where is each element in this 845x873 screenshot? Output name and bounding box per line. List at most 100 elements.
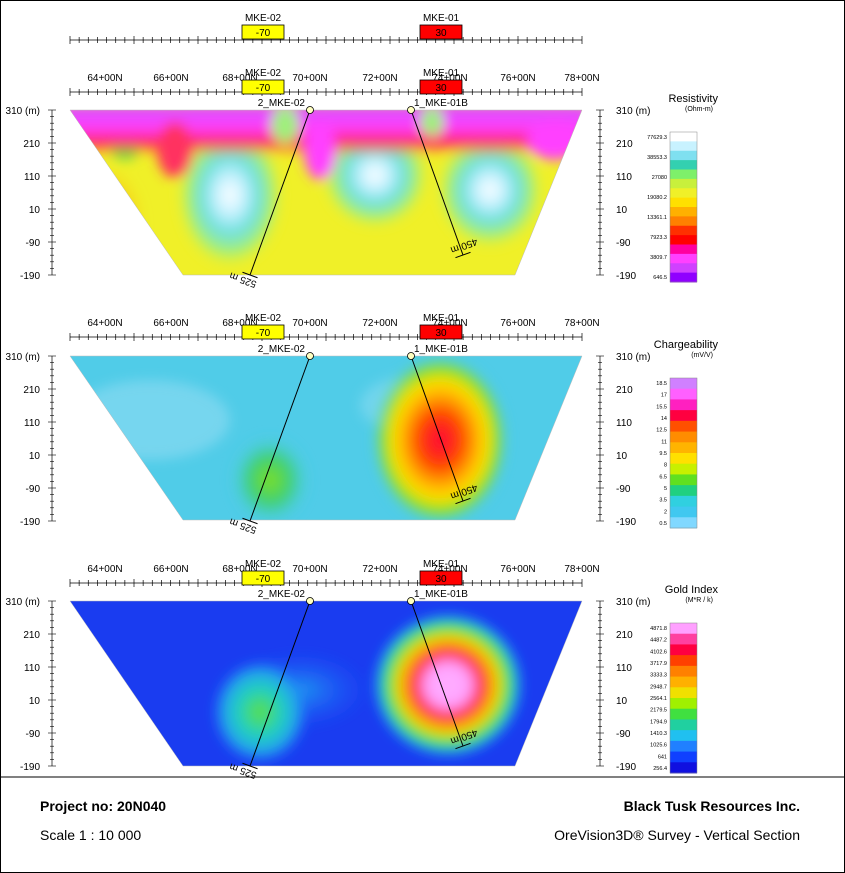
x-tick-label: 66+00N (153, 73, 188, 84)
marker-mke-01: MKE-01 30 (419, 559, 463, 586)
gold-index-section (70, 601, 582, 766)
y-tick-label: 310 (m) (6, 597, 40, 608)
legend-swatch (670, 378, 697, 390)
legend-swatch (670, 698, 697, 710)
legend-swatch (670, 169, 697, 180)
y-tick-label: -190 (20, 517, 40, 528)
collar-marker (306, 597, 314, 605)
legend-value: 2948.7 (650, 684, 667, 690)
legend-swatch (670, 178, 697, 189)
collar-marker (407, 597, 415, 605)
y-tick-label: 10 (29, 205, 41, 216)
legend-value: 4487.2 (650, 638, 667, 644)
marker-value: 30 (435, 83, 447, 94)
marker-mke-02: MKE-02 -70 (241, 13, 285, 40)
legend-swatch (670, 633, 697, 645)
y-tick-label: 10 (29, 451, 41, 462)
legend-value: 9.5 (659, 451, 667, 457)
legend-swatch (670, 263, 697, 274)
legend-value: 4871.8 (650, 626, 667, 632)
y-tick-label: 10 (29, 696, 41, 707)
legend-swatch (670, 762, 697, 774)
marker-mke-01: MKE-01 30 (419, 13, 463, 40)
x-tick-label: 74+00N (432, 73, 467, 84)
marker-mke-01: MKE-01 30 (419, 68, 463, 95)
top-tick-ruler (69, 36, 583, 44)
legend-swatch (670, 485, 697, 497)
legend-swatch (670, 676, 697, 688)
y-tick-label: 210 (616, 630, 633, 641)
y-tick-label: -90 (616, 729, 631, 740)
chargeability-section (70, 356, 582, 520)
legend-swatch (670, 150, 697, 161)
legend-title: Chargeability (654, 339, 719, 351)
marker-value: -70 (256, 28, 271, 39)
legend-swatch (670, 216, 697, 227)
x-tick-label: 66+00N (153, 318, 188, 329)
x-tick-label: 78+00N (564, 318, 599, 329)
survey-title: OreVision3D® Survey - Vertical Section (554, 827, 800, 843)
y-axis-right: 310 (m) 210 110 10 -90 -190 (596, 106, 650, 282)
y-tick-label: -190 (616, 271, 636, 282)
x-tick-label: 78+00N (564, 564, 599, 575)
hole-name: 1_MKE-01B (414, 344, 468, 355)
legend-swatch (670, 453, 697, 465)
x-tick-label: 70+00N (292, 318, 327, 329)
hole-name: 1_MKE-01B (414, 98, 468, 109)
x-tick-label: 72+00N (362, 564, 397, 575)
legend-swatch (670, 132, 697, 142)
x-tick-label: 64+00N (87, 564, 122, 575)
legend-value: 641 (658, 754, 667, 760)
legend-value: 38553.3 (647, 155, 667, 161)
x-tick-label: 76+00N (500, 318, 535, 329)
marker-label: MKE-02 (245, 13, 282, 24)
legend-title: Resistivity (668, 93, 718, 105)
marker-box (241, 324, 285, 340)
y-tick-label: 310 (m) (6, 106, 40, 117)
y-tick-label: 110 (24, 418, 40, 429)
legend-swatch (670, 207, 697, 217)
marker-value: 30 (435, 28, 447, 39)
marker-label: MKE-01 (423, 559, 460, 570)
legend-value: 12.5 (656, 428, 667, 434)
x-tick-label: 68+00N (222, 73, 257, 84)
collar-marker (306, 352, 314, 360)
y-tick-label: 210 (616, 385, 633, 396)
marker-mke-02: MKE-02 -70 (241, 68, 285, 95)
legend-value: 646.5 (653, 275, 667, 281)
y-tick-label: 10 (616, 451, 628, 462)
legend-swatch (670, 244, 697, 255)
y-tick-label: 110 (616, 663, 632, 674)
scale-label: Scale 1 : 10 000 (40, 827, 141, 843)
marker-label: MKE-02 (245, 68, 282, 79)
y-tick-label: 210 (23, 139, 40, 150)
y-tick-label: -190 (616, 517, 636, 528)
x-tick-label: 64+00N (87, 318, 122, 329)
marker-value: -70 (256, 328, 271, 339)
legend-value: 14 (661, 416, 667, 422)
collar-marker (407, 106, 415, 114)
legend-swatch (670, 751, 697, 763)
x-tick-label: 76+00N (500, 73, 535, 84)
resistivity-section (70, 110, 582, 275)
legend-title: Gold Index (665, 584, 719, 596)
x-tick-label: 68+00N (222, 318, 257, 329)
legend-value: 19080.2 (647, 195, 667, 201)
legend-swatch (670, 160, 697, 170)
y-axis-right: 310 (m) 210 110 10 -90 -190 (596, 352, 650, 528)
legend-value: 256.4 (653, 766, 667, 772)
collar-marker (306, 106, 314, 114)
legend-unit: (Ohm-m) (685, 106, 713, 113)
y-tick-label: 310 (m) (616, 352, 650, 363)
legend-resistivity: Resistivity(Ohm-m) 77629.3 38553.3 27080 190… (647, 93, 718, 283)
legend-swatch (670, 442, 697, 454)
marker-box (241, 570, 285, 586)
y-axis-right: 310 (m) 210 110 10 -90 -190 (596, 597, 650, 773)
hole-name: 2_MKE-02 (258, 344, 306, 355)
legend-unit: (M*R / k) (685, 597, 713, 604)
marker-box (419, 79, 463, 95)
legend-swatch (670, 644, 697, 656)
x-tick-label: 72+00N (362, 73, 397, 84)
legend-value: 4102.6 (650, 649, 667, 655)
